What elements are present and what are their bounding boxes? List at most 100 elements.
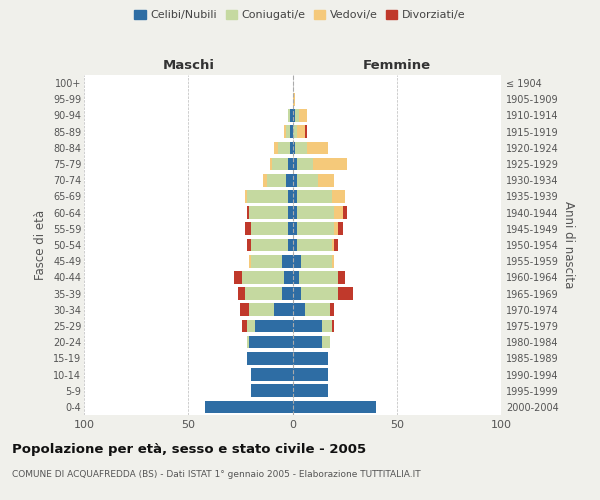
- Bar: [293, 190, 296, 202]
- Bar: [247, 320, 255, 332]
- Bar: [338, 271, 344, 283]
- Bar: [322, 320, 332, 332]
- Bar: [286, 174, 293, 186]
- Bar: [284, 271, 293, 283]
- Bar: [251, 368, 293, 381]
- Bar: [307, 142, 328, 154]
- Bar: [293, 368, 328, 381]
- Bar: [245, 288, 282, 300]
- Bar: [332, 320, 334, 332]
- Y-axis label: Fasce di età: Fasce di età: [34, 210, 47, 280]
- Bar: [293, 271, 299, 283]
- Bar: [338, 288, 353, 300]
- Bar: [301, 255, 332, 268]
- Bar: [299, 109, 307, 122]
- Bar: [296, 158, 313, 170]
- Bar: [290, 142, 293, 154]
- Bar: [245, 222, 251, 235]
- Bar: [296, 206, 334, 219]
- Text: COMUNE DI ACQUAFREDDA (BS) - Dati ISTAT 1° gennaio 2005 - Elaborazione TUTTITALI: COMUNE DI ACQUAFREDDA (BS) - Dati ISTAT …: [12, 470, 421, 479]
- Bar: [282, 255, 293, 268]
- Bar: [343, 206, 347, 219]
- Bar: [296, 190, 332, 202]
- Bar: [295, 109, 299, 122]
- Bar: [242, 320, 247, 332]
- Text: Maschi: Maschi: [162, 59, 214, 72]
- Bar: [293, 142, 295, 154]
- Bar: [269, 158, 272, 170]
- Bar: [293, 352, 328, 364]
- Text: Popolazione per età, sesso e stato civile - 2005: Popolazione per età, sesso e stato civil…: [12, 442, 366, 456]
- Bar: [290, 109, 293, 122]
- Legend: Celibi/Nubili, Coniugati/e, Vedovi/e, Divorziati/e: Celibi/Nubili, Coniugati/e, Vedovi/e, Di…: [130, 6, 470, 25]
- Bar: [289, 206, 293, 219]
- Bar: [278, 142, 290, 154]
- Bar: [293, 400, 376, 413]
- Bar: [332, 238, 334, 252]
- Bar: [293, 304, 305, 316]
- Bar: [251, 384, 293, 397]
- Bar: [247, 238, 251, 252]
- Bar: [249, 304, 274, 316]
- Bar: [299, 271, 338, 283]
- Text: Femmine: Femmine: [362, 59, 431, 72]
- Bar: [293, 206, 296, 219]
- Bar: [293, 238, 296, 252]
- Bar: [282, 288, 293, 300]
- Bar: [296, 222, 334, 235]
- Bar: [268, 174, 286, 186]
- Bar: [238, 288, 245, 300]
- Bar: [301, 288, 338, 300]
- Bar: [296, 238, 332, 252]
- Bar: [293, 109, 295, 122]
- Bar: [247, 190, 289, 202]
- Bar: [317, 174, 334, 186]
- Bar: [290, 126, 293, 138]
- Bar: [274, 304, 293, 316]
- Bar: [247, 336, 249, 348]
- Bar: [293, 320, 322, 332]
- Bar: [289, 158, 293, 170]
- Bar: [241, 304, 249, 316]
- Bar: [247, 206, 249, 219]
- Y-axis label: Anni di nascita: Anni di nascita: [562, 202, 575, 288]
- Bar: [289, 222, 293, 235]
- Bar: [293, 126, 296, 138]
- Bar: [284, 126, 286, 138]
- Bar: [249, 255, 251, 268]
- Bar: [251, 238, 289, 252]
- Bar: [296, 126, 305, 138]
- Bar: [289, 238, 293, 252]
- Bar: [251, 222, 289, 235]
- Bar: [293, 93, 295, 106]
- Bar: [245, 190, 247, 202]
- Bar: [234, 271, 242, 283]
- Bar: [334, 222, 338, 235]
- Bar: [289, 109, 290, 122]
- Bar: [251, 255, 282, 268]
- Bar: [322, 336, 330, 348]
- Bar: [338, 222, 343, 235]
- Bar: [293, 255, 301, 268]
- Bar: [249, 336, 293, 348]
- Bar: [296, 174, 317, 186]
- Bar: [242, 271, 284, 283]
- Bar: [274, 142, 278, 154]
- Bar: [313, 158, 347, 170]
- Bar: [334, 206, 343, 219]
- Bar: [247, 352, 293, 364]
- Bar: [272, 158, 289, 170]
- Bar: [293, 384, 328, 397]
- Bar: [289, 190, 293, 202]
- Bar: [255, 320, 293, 332]
- Bar: [330, 304, 334, 316]
- Bar: [293, 174, 296, 186]
- Bar: [334, 238, 338, 252]
- Bar: [305, 126, 307, 138]
- Bar: [332, 255, 334, 268]
- Bar: [293, 288, 301, 300]
- Bar: [293, 336, 322, 348]
- Bar: [295, 142, 307, 154]
- Bar: [293, 222, 296, 235]
- Bar: [205, 400, 293, 413]
